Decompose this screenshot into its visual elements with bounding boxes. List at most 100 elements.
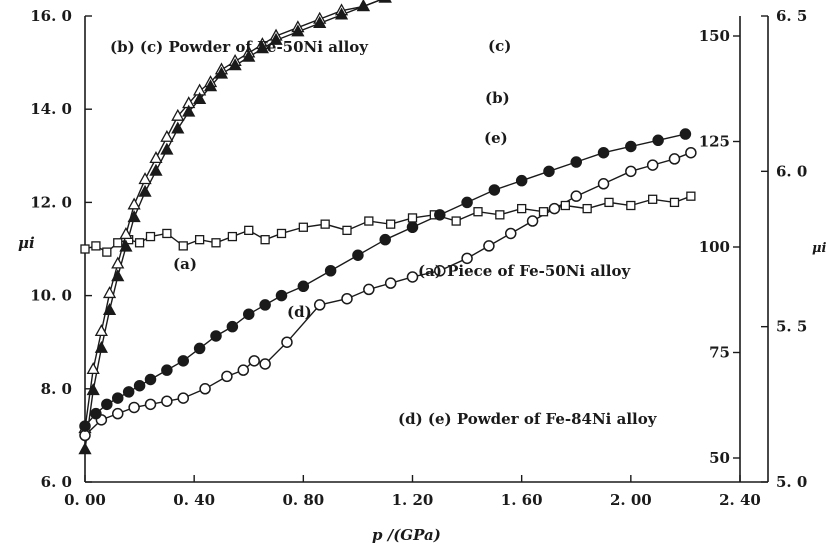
left-y-tick-label: 8. 0 <box>41 380 72 398</box>
point-a <box>145 231 156 242</box>
point-d <box>646 159 659 171</box>
x-tick-label: 2. 00 <box>610 491 652 509</box>
left-y-tick-label: 16. 0 <box>30 7 72 25</box>
curve-c <box>84 0 383 450</box>
left-y-tick-label: 10. 0 <box>30 287 72 305</box>
point-c <box>291 24 305 37</box>
point-d <box>505 227 517 240</box>
point-e <box>90 407 102 420</box>
point-a <box>320 219 330 229</box>
point-e <box>597 146 610 159</box>
point-e <box>210 330 222 342</box>
point-e <box>243 308 255 320</box>
point-e <box>652 134 664 147</box>
point-e <box>101 398 113 411</box>
data-points <box>78 0 697 455</box>
point-c <box>127 210 141 223</box>
point-a <box>276 228 287 239</box>
point-a <box>298 222 308 232</box>
point-d <box>526 215 539 227</box>
point-a <box>686 191 696 201</box>
right-y-axis-title: μi <box>812 241 827 256</box>
curve-a <box>84 195 692 253</box>
point-a <box>538 207 549 217</box>
point-e <box>406 221 419 234</box>
curve-d <box>84 152 692 436</box>
point-c <box>102 302 117 315</box>
point-e <box>324 264 337 277</box>
point-a <box>560 200 570 211</box>
outer-right-tick-label: 6. 0 <box>776 162 807 180</box>
point-e <box>461 196 473 209</box>
point-a <box>517 203 527 214</box>
point-d <box>406 271 419 283</box>
point-d <box>363 283 375 296</box>
point-a <box>451 216 461 226</box>
point-a <box>178 241 188 251</box>
point-d <box>434 264 446 277</box>
point-a <box>473 207 483 217</box>
point-d <box>548 202 561 215</box>
point-e <box>193 342 206 355</box>
x-tick-label: 0. 80 <box>282 491 324 509</box>
point-e <box>226 320 239 333</box>
point-c <box>255 41 269 54</box>
point-c <box>171 121 185 134</box>
x-tick-label: 2. 40 <box>719 491 761 509</box>
point-e <box>297 280 310 293</box>
point-c <box>119 239 133 252</box>
point-e <box>515 174 528 187</box>
series-label-e: (e) <box>484 129 508 147</box>
point-a <box>626 200 636 211</box>
point-e <box>112 392 124 404</box>
point-d <box>177 392 189 404</box>
tick-marks <box>84 15 768 483</box>
point-c <box>193 91 207 104</box>
point-d <box>597 178 610 190</box>
point-a <box>407 213 418 223</box>
inner-right-tick-label: 150 <box>699 27 730 45</box>
point-c <box>214 66 229 79</box>
point-d <box>685 146 697 159</box>
point-b <box>119 226 133 239</box>
point-a <box>194 235 205 245</box>
point-c <box>203 79 218 92</box>
series-label-d: (d) <box>287 303 312 321</box>
point-d <box>483 240 495 252</box>
point-c <box>78 442 92 455</box>
curve-b <box>84 0 383 429</box>
y-axis-title: μi <box>18 234 35 252</box>
point-a <box>260 235 270 245</box>
point-d <box>625 165 637 178</box>
point-a <box>162 228 172 239</box>
point-c <box>269 32 283 45</box>
point-e <box>161 364 173 376</box>
curve-e <box>84 133 686 427</box>
x-tick-label: 0. 40 <box>173 491 215 509</box>
point-e <box>434 209 446 221</box>
point-a <box>244 225 254 236</box>
point-d <box>461 252 473 265</box>
x-tick-label: 0. 00 <box>64 491 106 509</box>
point-c <box>182 104 196 117</box>
point-c <box>111 269 125 282</box>
inner-right-tick-label: 75 <box>709 344 730 362</box>
point-d <box>199 383 211 395</box>
point-d <box>259 358 271 370</box>
point-e <box>488 184 501 196</box>
point-d <box>384 277 397 289</box>
point-d <box>313 299 326 311</box>
x-axis-title: p /(GPa) <box>372 526 441 544</box>
point-c <box>334 7 349 20</box>
point-a <box>134 238 145 248</box>
point-b <box>86 362 100 375</box>
point-d <box>112 407 124 420</box>
point-a <box>211 238 221 248</box>
x-tick-label: 1. 20 <box>392 491 434 509</box>
point-e <box>275 289 288 302</box>
point-e <box>679 128 692 140</box>
point-a <box>648 194 658 204</box>
point-e <box>122 386 135 398</box>
point-a <box>91 241 101 251</box>
axes-frame <box>84 16 769 483</box>
